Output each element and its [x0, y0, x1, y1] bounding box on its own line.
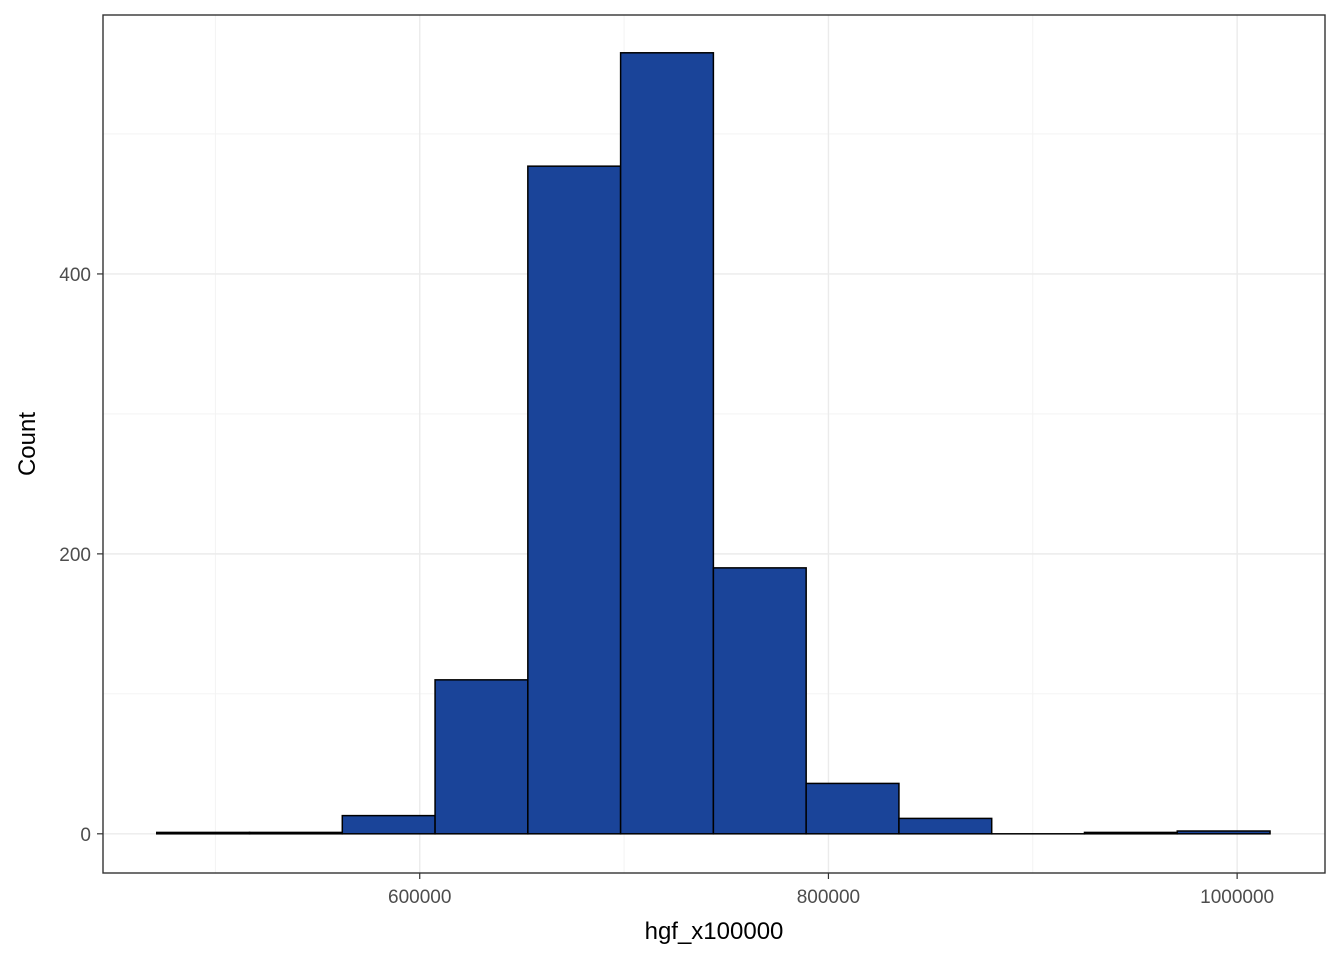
x-axis-tick-labels: 600000 800000 1000000 — [388, 887, 1274, 908]
y-axis-title: Count — [14, 412, 41, 476]
histogram-bar — [248, 831, 344, 835]
y-tick-label: 400 — [59, 265, 91, 286]
histogram-bars — [155, 52, 1271, 835]
y-tick-label: 0 — [80, 825, 91, 846]
histogram-bar — [527, 165, 622, 835]
histogram-bar — [898, 817, 993, 835]
x-tick-label: 800000 — [797, 887, 860, 908]
x-axis-title: hgf_x100000 — [645, 918, 784, 945]
axis-ticks — [97, 273, 1238, 879]
x-tick-label: 1000000 — [1200, 887, 1274, 908]
y-tick-label: 200 — [59, 545, 91, 566]
histogram-bar — [1176, 830, 1271, 835]
y-axis-tick-labels: 0 200 400 — [59, 265, 91, 846]
histogram-bar — [1083, 831, 1179, 835]
histogram-bar — [619, 52, 715, 835]
histogram-bar — [155, 831, 251, 835]
panel-border — [102, 14, 1326, 874]
x-tick-label: 600000 — [388, 887, 451, 908]
histogram-bar — [434, 679, 529, 835]
histogram-bar — [712, 567, 807, 835]
histogram-bar — [341, 814, 436, 835]
histogram-bar — [805, 782, 900, 835]
